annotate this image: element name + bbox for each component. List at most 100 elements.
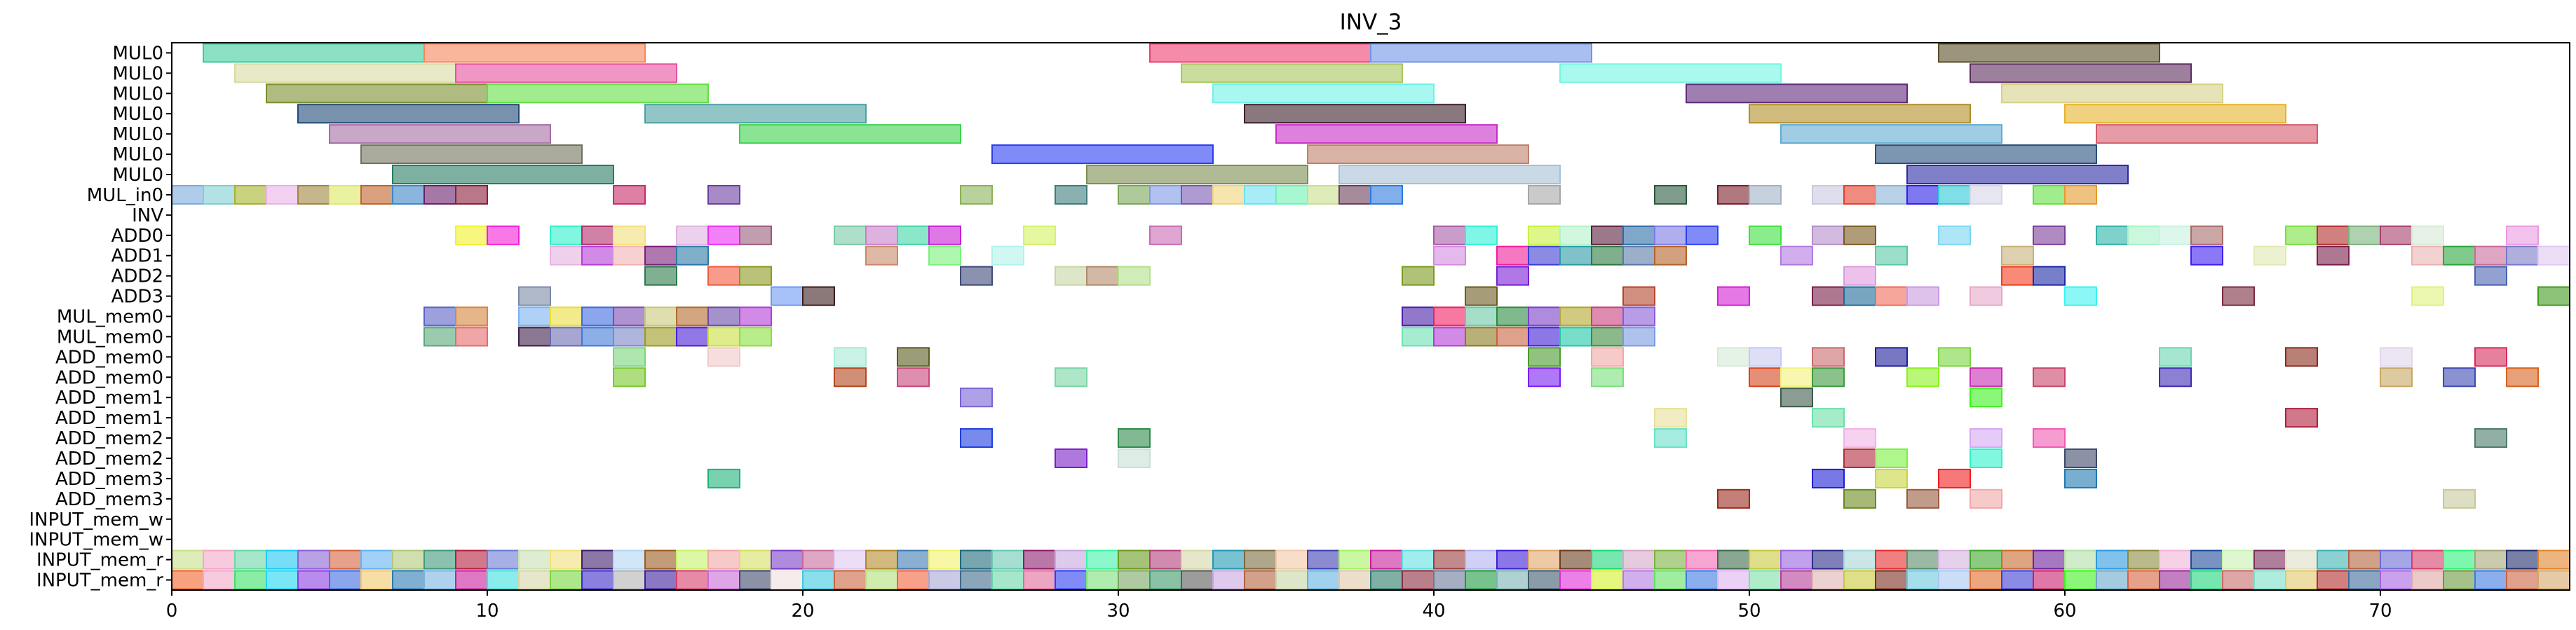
- mem-read-bar: [2474, 549, 2507, 570]
- mem-read-bar: [644, 549, 677, 570]
- task-bar: [203, 43, 425, 63]
- task-bar: [1843, 286, 1876, 306]
- y-tick-label: ADD2: [111, 266, 163, 287]
- mem-read-bar: [2190, 549, 2223, 570]
- task-bar: [2537, 245, 2570, 266]
- mem-read-bar: [487, 549, 520, 570]
- task-bar: [1212, 184, 1245, 205]
- task-bar: [1023, 225, 1056, 245]
- task-bar: [613, 184, 646, 205]
- task-bar: [1591, 367, 1624, 388]
- mem-read-bar: [1212, 549, 1245, 570]
- task-bar: [1717, 286, 1750, 306]
- task-bar: [1780, 124, 2002, 144]
- task-bar: [1622, 245, 1655, 266]
- task-bar: [1149, 184, 1182, 205]
- task-bar: [392, 165, 614, 185]
- mem-read-bar: [487, 570, 520, 590]
- task-bar: [928, 225, 961, 245]
- task-bar: [1875, 448, 1908, 468]
- mem-read-bar: [613, 570, 646, 590]
- mem-read-bar: [2064, 570, 2097, 590]
- mem-read-bar: [297, 570, 330, 590]
- mem-read-bar: [834, 549, 867, 570]
- task-bar: [423, 43, 646, 63]
- task-bar: [1528, 306, 1561, 327]
- mem-read-bar: [2411, 570, 2444, 590]
- task-bar: [1812, 286, 1845, 306]
- task-bar: [613, 245, 646, 266]
- task-bar: [266, 184, 299, 205]
- task-bar: [707, 306, 740, 327]
- mem-read-bar: [329, 549, 362, 570]
- task-bar: [1465, 306, 1498, 327]
- task-bar: [834, 347, 867, 367]
- mem-read-bar: [1275, 570, 1308, 590]
- x-axis: 0 10 20 30 40 50 60 70: [166, 590, 2392, 622]
- mem-read-bar: [2096, 549, 2129, 570]
- x-tick-label: 40: [1422, 601, 1445, 622]
- task-bar: [2285, 225, 2318, 245]
- mem-read-bar: [455, 570, 488, 590]
- mem-read-bar: [329, 570, 362, 590]
- mem-read-bar: [581, 549, 614, 570]
- task-bar: [2001, 245, 2034, 266]
- task-bar: [644, 245, 677, 266]
- mem-read-bar: [1843, 570, 1876, 590]
- y-tick-label: INPUT_mem_r: [36, 550, 163, 571]
- task-bar: [707, 347, 740, 367]
- task-bar: [1338, 184, 1371, 205]
- task-bar: [739, 327, 772, 347]
- mem-read-bar: [2159, 549, 2192, 570]
- task-bar: [1970, 488, 2002, 509]
- task-bar: [1244, 184, 1277, 205]
- task-bar: [171, 184, 204, 205]
- task-bar: [676, 327, 709, 347]
- task-bar: [1875, 144, 2097, 165]
- task-bar: [1812, 347, 1845, 367]
- mem-read-bar: [2443, 570, 2476, 590]
- task-bar: [739, 306, 772, 327]
- task-bar: [455, 327, 488, 347]
- mem-read-bar: [1496, 570, 1529, 590]
- mem-read-bar: [550, 549, 583, 570]
- task-bar: [1843, 184, 1876, 205]
- mem-read-bar: [2064, 549, 2097, 570]
- task-bar: [1622, 225, 1655, 245]
- task-bar: [2159, 347, 2192, 367]
- task-bar: [1275, 124, 1498, 144]
- y-tick-label: ADD_mem1: [55, 388, 163, 409]
- task-bar: [707, 184, 740, 205]
- mem-read-bar: [1118, 549, 1151, 570]
- mem-read-bar: [1812, 570, 1845, 590]
- task-bar: [960, 184, 993, 205]
- y-tick-label: ADD_mem3: [55, 469, 163, 490]
- task-bar: [834, 225, 867, 245]
- task-bar: [1118, 266, 1151, 286]
- mem-read-bar: [2033, 549, 2066, 570]
- task-bar: [1654, 184, 1687, 205]
- task-bar: [865, 245, 898, 266]
- task-bar: [2033, 266, 2066, 286]
- task-bar: [1118, 428, 1151, 448]
- plot-frame: [171, 42, 2570, 591]
- mem-read-bar: [360, 549, 393, 570]
- task-bar: [2474, 245, 2507, 266]
- y-tick-label: MUL0: [113, 43, 164, 64]
- task-bar: [960, 266, 993, 286]
- task-bar: [1338, 165, 1561, 185]
- x-tick-label: 10: [475, 601, 499, 622]
- task-bar: [1496, 266, 1529, 286]
- mem-read-bar: [802, 549, 835, 570]
- task-bar: [1402, 327, 1435, 347]
- mem-read-bar: [2506, 549, 2539, 570]
- mem-read-bar: [1433, 549, 1466, 570]
- task-bar: [1938, 347, 1971, 367]
- y-tick-label: ADD1: [111, 246, 163, 267]
- task-bar: [1528, 347, 1561, 367]
- task-bar: [1749, 104, 1971, 124]
- task-bar: [360, 144, 583, 165]
- task-bar: [1970, 63, 2192, 83]
- task-bar: [550, 327, 583, 347]
- task-bar: [1970, 286, 2002, 306]
